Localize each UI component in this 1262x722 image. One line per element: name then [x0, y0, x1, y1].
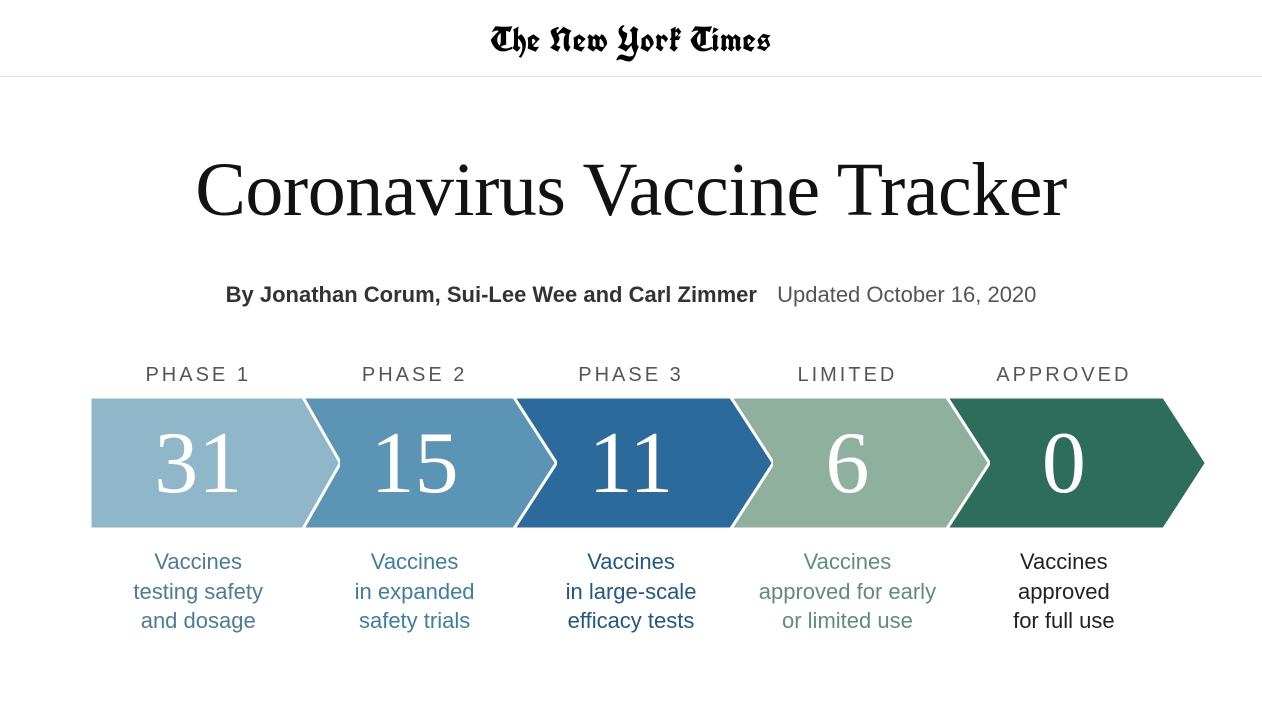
phase-labels-row: PHASE 1PHASE 2PHASE 3LIMITEDAPPROVED	[90, 364, 1172, 397]
article-content: Coronavirus Vaccine Tracker By Jonathan …	[0, 147, 1262, 636]
phase-arrow: 31	[90, 397, 306, 529]
phase-description: Vaccines in large-scale efficacy tests	[523, 547, 739, 636]
byline-row: By Jonathan Corum, Sui-Lee Wee and Carl …	[60, 282, 1202, 308]
phase-label: PHASE 3	[523, 364, 739, 397]
byline-updated: Updated October 16, 2020	[777, 282, 1036, 307]
phase-label: LIMITED	[739, 364, 955, 397]
phase-descriptions-row: Vaccines testing safety and dosageVaccin…	[90, 547, 1172, 636]
byline-authors: By Jonathan Corum, Sui-Lee Wee and Carl …	[226, 282, 757, 307]
phase-label: APPROVED	[956, 364, 1172, 397]
phase-label: PHASE 2	[306, 364, 522, 397]
phase-description: Vaccines in expanded safety trials	[306, 547, 522, 636]
brand-logo[interactable]: The New York Times	[0, 18, 1262, 62]
byline-names: Jonathan Corum, Sui-Lee Wee and Carl Zim…	[260, 282, 757, 307]
byline-prefix: By	[226, 282, 260, 307]
phase-label: PHASE 1	[90, 364, 306, 397]
masthead: The New York Times	[0, 0, 1262, 77]
article-headline: Coronavirus Vaccine Tracker	[60, 147, 1202, 234]
vaccine-tracker: PHASE 1PHASE 2PHASE 3LIMITEDAPPROVED 311…	[60, 364, 1202, 636]
phase-description: Vaccines approved for full use	[956, 547, 1172, 636]
phase-description: Vaccines approved for early or limited u…	[739, 547, 955, 636]
phase-description: Vaccines testing safety and dosage	[90, 547, 306, 636]
phase-arrows-row: 31151160	[90, 397, 1172, 529]
